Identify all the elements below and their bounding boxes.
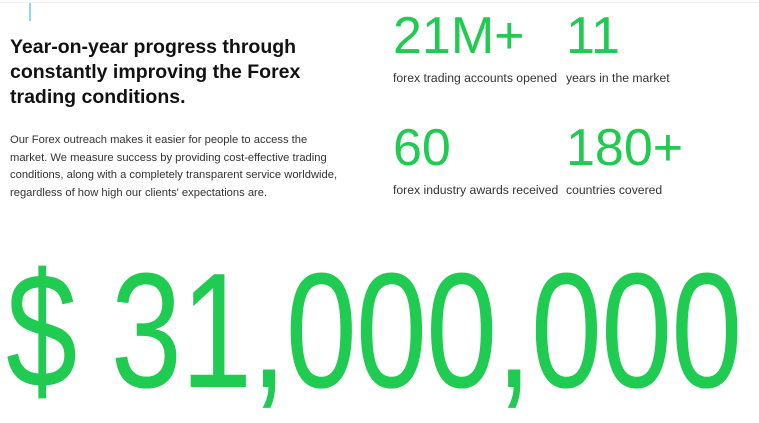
- big-amount: $ 31,000,000: [6, 239, 742, 423]
- stat-value: 60: [393, 119, 451, 177]
- stat-label: forex industry awards received: [393, 183, 559, 197]
- stat-value: 21M+: [393, 7, 525, 65]
- section-heading: Year-on-year progress through constantly…: [10, 36, 301, 108]
- stat-label: countries covered: [566, 183, 663, 197]
- stat-accounts: 21M+ forex trading accounts opened: [393, 10, 557, 85]
- section-description: Our Forex outreach makes it easier for p…: [10, 134, 338, 199]
- top-divider: [0, 2, 759, 3]
- stat-countries: 180+ countries covered: [566, 122, 683, 197]
- stat-label: years in the market: [566, 71, 670, 85]
- stat-awards: 60 forex industry awards received: [393, 122, 558, 197]
- text-cursor: [29, 3, 31, 21]
- stat-label: forex trading accounts opened: [393, 71, 557, 85]
- stat-value: 180+: [566, 119, 684, 177]
- stat-years: 11 years in the market: [566, 10, 670, 85]
- stat-value: 11: [566, 7, 620, 65]
